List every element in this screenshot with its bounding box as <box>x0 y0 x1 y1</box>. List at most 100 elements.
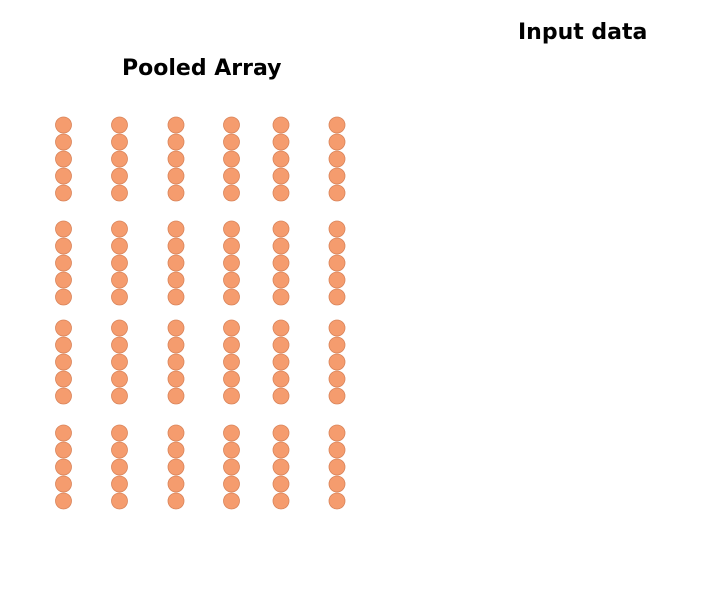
pooled-dot <box>223 336 240 354</box>
pooled-dot <box>223 237 240 255</box>
pooled-dot <box>167 116 185 134</box>
pooled-dot <box>111 458 128 476</box>
pooled-dot <box>111 150 128 168</box>
pooled-dot <box>223 475 240 493</box>
pooled-dot <box>55 184 72 202</box>
pooled-dot <box>55 133 72 151</box>
pooled-dot <box>111 116 128 134</box>
pooled-dot <box>167 353 185 371</box>
pooled-dot <box>111 441 128 459</box>
pooled-dot <box>111 220 128 238</box>
pooled-dot <box>111 475 128 493</box>
pooled-dot <box>328 271 346 289</box>
pooled-dot <box>328 116 346 134</box>
pooled-dot <box>328 133 346 151</box>
pooled-dot <box>55 271 72 289</box>
pooled-dot <box>223 319 240 337</box>
pooled-dot <box>55 441 72 459</box>
pooled-dot <box>328 150 346 168</box>
pooled-dot <box>272 424 290 442</box>
pooled-dot <box>111 336 128 354</box>
pooled-dot <box>272 475 290 493</box>
pooled-dot <box>328 475 346 493</box>
pooled-dot <box>328 288 346 306</box>
pooled-dot <box>55 167 72 185</box>
pooled-dot <box>328 353 346 371</box>
pooled-array-title: Pooled Array <box>122 56 282 81</box>
pooled-dot <box>328 458 346 476</box>
pooled-dot <box>272 133 290 151</box>
pooled-dot <box>167 424 185 442</box>
pooled-dot <box>223 424 240 442</box>
pooled-dot <box>167 288 185 306</box>
pooled-dot <box>167 254 185 272</box>
pooled-dot <box>55 288 72 306</box>
pooled-dot <box>111 319 128 337</box>
pooled-dot <box>272 353 290 371</box>
pooled-dot <box>272 441 290 459</box>
pooled-dot <box>328 220 346 238</box>
pooled-dot <box>55 387 72 405</box>
pooled-dot <box>55 475 72 493</box>
pooled-dot <box>167 271 185 289</box>
pooled-dot <box>111 271 128 289</box>
pooled-dot <box>111 254 128 272</box>
pooled-dot <box>272 237 290 255</box>
pooled-dot <box>328 254 346 272</box>
pooled-dot <box>223 133 240 151</box>
pooled-dot <box>272 271 290 289</box>
pooled-dot <box>111 424 128 442</box>
pooled-dot <box>223 492 240 510</box>
pooled-dot <box>272 254 290 272</box>
pooled-dot <box>167 370 185 388</box>
pooled-dot <box>223 370 240 388</box>
pooled-dot <box>55 336 72 354</box>
pooled-dot <box>223 254 240 272</box>
pooled-dot <box>55 254 72 272</box>
pooled-dot <box>272 492 290 510</box>
pooled-dot <box>272 184 290 202</box>
pooled-dot <box>111 370 128 388</box>
pooled-dot <box>223 184 240 202</box>
pooled-dot <box>55 319 72 337</box>
pooled-dot <box>272 150 290 168</box>
pooled-dot <box>328 387 346 405</box>
pooled-dot <box>328 441 346 459</box>
pooled-dot <box>55 150 72 168</box>
pooled-dot <box>167 336 185 354</box>
pooled-dot <box>328 492 346 510</box>
pooled-dot <box>167 458 185 476</box>
pooled-dot <box>167 475 185 493</box>
pooled-dot <box>223 271 240 289</box>
pooled-dot <box>167 492 185 510</box>
pooled-dot <box>272 387 290 405</box>
pooled-dot <box>328 424 346 442</box>
pooled-dot <box>111 184 128 202</box>
pooled-dot <box>167 319 185 337</box>
pooled-dot <box>55 237 72 255</box>
pooled-dot <box>223 387 240 405</box>
pooled-dot <box>55 424 72 442</box>
pooled-dot <box>167 133 185 151</box>
pooled-dot <box>223 150 240 168</box>
pooled-dot <box>167 220 185 238</box>
input-data-title: Input data <box>518 20 648 45</box>
pooled-dot <box>111 353 128 371</box>
pooled-dot <box>272 336 290 354</box>
pooled-dot <box>55 458 72 476</box>
pooled-dot <box>55 116 72 134</box>
pooled-dot <box>328 336 346 354</box>
pooled-dot <box>55 492 72 510</box>
pooled-dot <box>167 150 185 168</box>
pooled-dot <box>272 370 290 388</box>
pooled-dot <box>111 387 128 405</box>
pooled-dot <box>272 116 290 134</box>
pooled-dot <box>272 167 290 185</box>
pooled-dot <box>272 458 290 476</box>
pooled-dot <box>223 441 240 459</box>
pooled-dot <box>223 458 240 476</box>
pooled-dot <box>111 288 128 306</box>
pooled-dot <box>328 184 346 202</box>
pooled-dot <box>167 184 185 202</box>
